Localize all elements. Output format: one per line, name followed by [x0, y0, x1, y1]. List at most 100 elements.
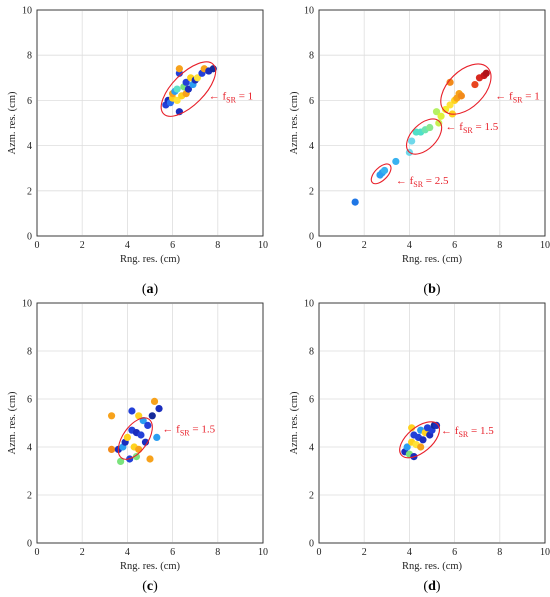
y-tick-label: 2 — [27, 491, 32, 502]
x-tick-label: 0 — [317, 547, 322, 558]
data-point — [446, 101, 454, 109]
x-axis-label: Rng. res. (cm) — [402, 561, 463, 572]
y-tick-label: 6 — [309, 96, 314, 107]
annotation-fsr: ← fSR = 1 — [495, 90, 539, 104]
annotation-subscript: SR — [458, 430, 468, 439]
caption-letter: d — [428, 579, 436, 594]
data-point — [128, 407, 136, 415]
annotation-value: = 1 — [236, 90, 253, 102]
caption-paren: ( — [423, 282, 428, 297]
cluster-ellipse — [370, 163, 392, 185]
panel-b: 0 2 4 6 8 10 0 2 4 6 8 10 Rng. res. (cm) Azm. res. (c… — [289, 6, 550, 298]
caption-letter: a — [147, 282, 154, 297]
caption-paren: ) — [436, 579, 441, 594]
data-point — [148, 412, 156, 420]
x-tick-label: 0 — [35, 547, 40, 558]
data-point — [446, 78, 454, 86]
x-tick-label: 2 — [80, 547, 85, 558]
y-tick-label: 10 — [22, 299, 32, 310]
plot-frame — [36, 9, 264, 237]
x-tick-label: 0 — [35, 240, 40, 251]
annotation-subscript: SR — [413, 180, 423, 189]
annotation-arrow: ← f — [162, 424, 180, 436]
y-axis-label: Azm. res. (cm) — [289, 91, 300, 154]
y-tick-label: 0 — [309, 232, 314, 243]
data-point — [432, 421, 441, 429]
x-tick-label: 10 — [540, 240, 550, 251]
y-tick-label: 10 — [22, 6, 32, 17]
x-tick-label: 6 — [170, 240, 175, 251]
y-axis-label: Azm. res. (cm) — [7, 91, 18, 154]
data-point — [173, 96, 181, 104]
x-tick-label: 10 — [258, 240, 268, 251]
annotation-subscript: SR — [180, 429, 190, 438]
data-point — [107, 412, 116, 420]
x-tick-label: 6 — [170, 547, 175, 558]
data-point — [144, 421, 152, 429]
plot-frame — [318, 302, 546, 544]
caption-paren: ( — [142, 579, 147, 594]
data-point — [471, 80, 479, 89]
y-axis-label: Azm. res. (cm) — [289, 391, 300, 454]
data-point — [173, 85, 181, 93]
y-axis-label: Azm. res. (cm) — [7, 391, 18, 454]
cluster-ellipse — [117, 417, 153, 460]
y-tick-label: 4 — [309, 443, 314, 454]
annotation-value: = 1.5 — [190, 424, 216, 436]
x-tick-label: 2 — [362, 240, 367, 251]
cluster-ellipse — [399, 421, 440, 459]
x-tick-label: 4 — [125, 240, 130, 251]
data-point — [153, 433, 161, 441]
data-point — [417, 443, 425, 451]
x-tick-label: 8 — [215, 547, 220, 558]
data-point — [135, 445, 143, 453]
data-point — [135, 412, 143, 420]
annotation-arrow: ← f — [446, 121, 464, 133]
y-tick-label: 4 — [27, 141, 32, 152]
data-point — [117, 457, 125, 465]
x-tick-label: 0 — [317, 240, 322, 251]
y-tick-label: 4 — [309, 141, 314, 152]
y-tick-label: 2 — [309, 186, 314, 197]
y-tick-label: 0 — [309, 539, 314, 550]
annotation-value: = 2.5 — [423, 175, 449, 187]
plot-area — [36, 9, 264, 237]
x-axis-label: Rng. res. (cm) — [120, 254, 181, 265]
cluster-ellipse — [160, 61, 217, 117]
data-point — [123, 433, 131, 441]
x-tick-label: 4 — [407, 547, 412, 558]
panel-caption: (c) — [142, 579, 158, 594]
cluster-ellipse — [405, 118, 443, 155]
y-tick-label: 8 — [309, 51, 314, 62]
data-point — [155, 405, 163, 413]
y-tick-label: 8 — [27, 51, 32, 62]
data-point — [150, 397, 159, 405]
data-point — [403, 443, 411, 451]
y-tick-label: 6 — [27, 96, 32, 107]
annotation-subscript: SR — [513, 95, 523, 104]
x-tick-label: 8 — [215, 240, 220, 251]
panel-d: 0 2 4 6 8 10 0 2 4 6 8 10 Rng. res. (cm) Azm. res. (c… — [289, 299, 550, 595]
x-tick-label: 8 — [497, 240, 502, 251]
x-axis-label: Rng. res. (cm) — [402, 254, 463, 265]
data-point — [107, 445, 116, 453]
annotation-fsr: ← fSR = 1.5 — [162, 424, 215, 438]
panel-caption: (d) — [423, 579, 440, 594]
caption-paren: ( — [142, 282, 147, 297]
annotation-subscript: SR — [463, 126, 473, 135]
annotation-fsr: ← fSR = 1 — [209, 90, 253, 104]
caption-paren: ) — [153, 579, 158, 594]
annotation-fsr: ← fSR = 2.5 — [396, 175, 449, 189]
y-tick-label: 2 — [309, 491, 314, 502]
data-point — [146, 455, 154, 463]
data-point — [482, 69, 490, 77]
panel-caption: (b) — [423, 282, 440, 297]
panel-c: 0 2 4 6 8 10 0 2 4 6 8 10 Rng. res. (cm) Azm. res. (c… — [7, 299, 268, 595]
data-point — [432, 108, 441, 116]
y-tick-label: 8 — [27, 347, 32, 358]
data-point — [408, 137, 416, 145]
x-tick-label: 10 — [540, 547, 550, 558]
data-point — [175, 65, 183, 73]
caption-paren: ) — [154, 282, 159, 297]
